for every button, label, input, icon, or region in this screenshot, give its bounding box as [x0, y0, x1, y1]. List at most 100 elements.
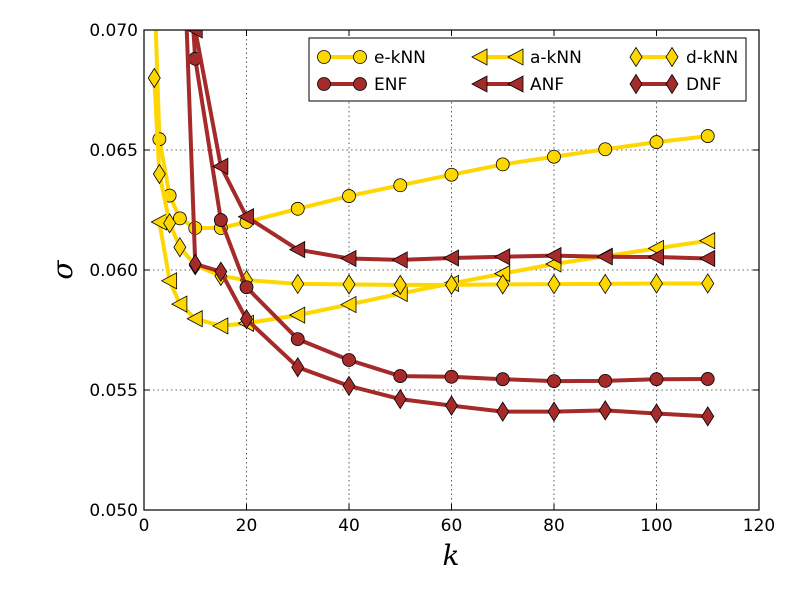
legend-marker [353, 50, 367, 64]
point-d-knn [163, 212, 177, 234]
series-e-knn [152, 30, 715, 235]
y-tick-label: 0.065 [89, 141, 138, 161]
point-e-knn [495, 157, 510, 172]
point-anf [340, 249, 357, 268]
point-a-knn [340, 295, 357, 314]
legend-marker [507, 75, 524, 93]
point-e-knn [700, 129, 715, 143]
series-dnf [184, 30, 715, 427]
point-d-knn [152, 163, 166, 185]
grid [144, 30, 759, 510]
point-enf [342, 353, 356, 367]
point-dnf [650, 403, 663, 424]
point-enf [393, 369, 408, 383]
point-e-knn [598, 142, 613, 157]
point-d-knn [342, 274, 356, 295]
legend-marker [317, 77, 331, 91]
legend-marker [471, 75, 488, 93]
series-line-anf [193, 30, 708, 262]
point-dnf [240, 308, 253, 330]
point-d-knn [173, 236, 187, 258]
series-line-d-knn [152, 77, 708, 287]
point-d-knn [291, 273, 305, 295]
point-dnf [291, 356, 305, 378]
point-anf [647, 248, 664, 266]
point-a-knn [186, 310, 203, 328]
point-e-knn [547, 149, 561, 164]
legend-label: d-kNN [686, 48, 738, 68]
x-tick-label: 40 [338, 516, 360, 536]
point-dnf [393, 388, 407, 410]
point-d-knn [445, 274, 458, 296]
point-anf [237, 208, 254, 226]
point-a-knn [288, 306, 306, 324]
y-tick-label: 0.050 [89, 501, 138, 521]
series-enf [188, 30, 715, 389]
legend-marker [629, 73, 643, 95]
point-enf [547, 374, 561, 389]
series-a-knn [150, 213, 716, 335]
legend-marker [507, 48, 524, 66]
point-dnf [188, 253, 202, 275]
point-enf [598, 373, 613, 388]
legend-label: a-kNN [530, 48, 582, 68]
point-d-knn [598, 273, 612, 295]
x-tick-label: 80 [543, 516, 565, 536]
point-e-knn [444, 167, 459, 182]
point-dnf [701, 406, 715, 427]
legend-marker [665, 73, 679, 95]
point-anf [493, 248, 511, 266]
point-d-knn [547, 273, 561, 295]
series-layer [147, 30, 716, 427]
point-dnf [342, 375, 356, 397]
point-anf [391, 251, 408, 269]
point-e-knn [649, 135, 664, 149]
point-anf [212, 157, 229, 175]
point-enf [700, 372, 715, 386]
point-e-knn [342, 189, 356, 203]
legend-label: DNF [686, 75, 722, 95]
legend-label: e-kNN [374, 48, 426, 68]
y-axis-label: σ [46, 260, 79, 280]
legend-entry-d-knn: d-kNN [629, 46, 738, 68]
point-e-knn [172, 211, 187, 226]
point-anf [288, 240, 306, 259]
point-e-knn [393, 178, 408, 193]
x-tick-label: 120 [743, 516, 775, 536]
series-line-e-knn [153, 30, 708, 230]
point-a-knn [160, 272, 178, 290]
x-tick-label: 60 [441, 516, 463, 536]
point-a-knn [212, 317, 229, 335]
point-anf [596, 248, 613, 266]
x-tick-label: 0 [139, 516, 150, 536]
point-dnf [598, 400, 612, 421]
point-e-knn [290, 201, 305, 216]
point-d-knn [701, 273, 715, 294]
legend-marker [665, 46, 679, 68]
y-tick-label: 0.055 [89, 381, 138, 401]
ticks: 0 20 40 60 80 100 120 0.050 0.055 0.060 0.065 0.070 [89, 21, 775, 536]
point-d-knn [147, 67, 161, 89]
point-anf [545, 246, 562, 265]
y-tick-label: 0.060 [89, 261, 138, 281]
point-d-knn [393, 274, 407, 296]
point-anf [442, 249, 459, 267]
point-dnf [445, 395, 458, 416]
legend-entry-e-knn: e-kNN [317, 48, 426, 68]
x-axis-label: k [443, 539, 460, 572]
legend-entry-dnf: DNF [629, 73, 722, 95]
point-enf [213, 213, 228, 227]
point-dnf [214, 261, 228, 282]
legend-entry-a-knn: a-kNN [471, 48, 582, 68]
legend-marker [353, 77, 367, 91]
legend: e-kNN a-kNN d-kNN ENF ANF DNF [308, 37, 747, 102]
legend-marker [629, 46, 643, 68]
legend-entry-enf: ENF [317, 75, 407, 95]
point-anf [186, 30, 203, 39]
y-tick-label: 0.070 [89, 21, 138, 41]
point-enf [239, 280, 254, 295]
point-enf [444, 369, 459, 384]
x-tick-label: 100 [640, 516, 672, 536]
point-enf [290, 332, 305, 347]
